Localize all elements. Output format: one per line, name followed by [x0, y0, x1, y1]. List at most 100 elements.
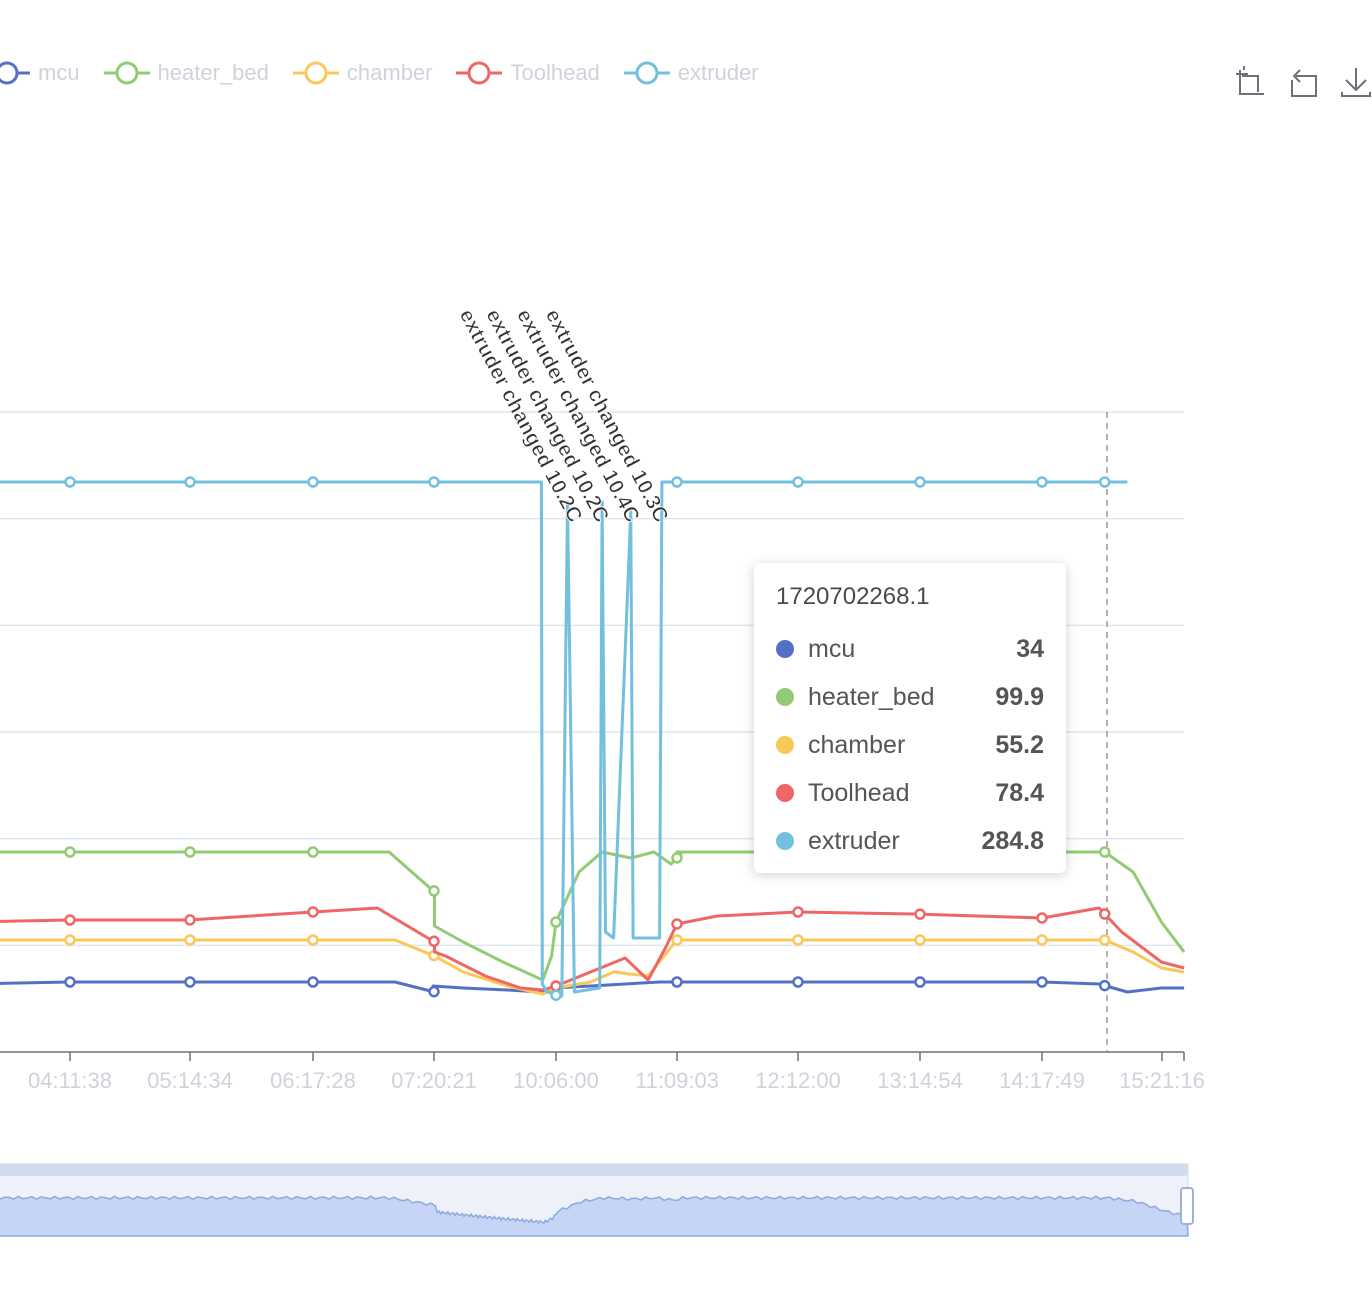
data-point	[184, 476, 196, 488]
data-point	[64, 846, 76, 858]
data-point	[914, 934, 926, 946]
series-color-dot	[776, 784, 794, 802]
x-tick-label: 15:21:16	[1119, 1068, 1205, 1093]
legend-label: Toolhead	[510, 60, 600, 85]
zoom-move-handle[interactable]	[0, 1164, 1188, 1176]
download-icon[interactable]	[1340, 66, 1372, 98]
data-point	[1098, 476, 1111, 488]
series-line	[0, 938, 1185, 996]
data-point	[64, 914, 76, 926]
data-point	[64, 976, 76, 988]
data-point	[64, 476, 76, 488]
data-point	[792, 976, 804, 988]
series-toolhead	[0, 906, 1185, 992]
data-point	[64, 934, 76, 946]
data-point	[671, 976, 683, 988]
grid-lines	[0, 411, 1184, 947]
legend-item-heater_bed[interactable]: heater_bed	[102, 58, 269, 88]
legend-line-icon	[456, 61, 503, 85]
legend-line-icon	[623, 61, 670, 85]
data-point	[671, 476, 683, 488]
zoom-reset-icon[interactable]	[1288, 66, 1320, 98]
x-axis: 04:11:38 05:14:34 06:17:28 07:20:21 10:06:00…	[0, 412, 1205, 1093]
data-point	[307, 476, 319, 488]
toolbox	[1236, 66, 1372, 98]
legend-line-icon	[292, 61, 339, 85]
tooltip-row: chamber 55.2	[776, 721, 1044, 769]
data-point	[307, 906, 319, 918]
legend-item-mcu[interactable]: mcu	[0, 58, 80, 88]
data-point	[184, 914, 196, 926]
data-zoom-slider[interactable]	[0, 1163, 1194, 1237]
tooltip-title: 1720702268.1	[776, 583, 930, 610]
data-point	[307, 846, 319, 858]
x-tick-label: 11:09:03	[635, 1068, 719, 1093]
legend-item-toolhead[interactable]: Toolhead	[454, 58, 600, 88]
legend-line-icon	[0, 61, 30, 85]
data-point	[1036, 476, 1048, 488]
data-point	[550, 916, 562, 928]
data-point	[914, 476, 926, 488]
data-point	[792, 906, 804, 918]
legend-label: extruder	[677, 60, 759, 85]
data-point	[550, 989, 562, 1001]
legend: mcu heater_bed chamber Toolhead extruder	[0, 58, 781, 88]
data-point	[914, 976, 926, 988]
x-tick-label: 07:20:21	[391, 1068, 477, 1093]
data-point	[1098, 979, 1111, 992]
tooltip-series-name: Toolhead	[808, 778, 910, 807]
tooltip-row: heater_bed 99.9	[776, 673, 1044, 721]
data-point	[1098, 908, 1111, 920]
tooltip-row: Toolhead 78.4	[776, 769, 1044, 817]
tooltip-series-value: 284.8	[981, 826, 1044, 855]
zoom-preview-area	[0, 1195, 1189, 1237]
tooltip-series-name: extruder	[808, 826, 900, 855]
data-point	[307, 976, 319, 988]
series-line	[0, 980, 1185, 994]
data-point	[1098, 934, 1111, 946]
x-tick-label: 12:12:00	[755, 1068, 841, 1093]
x-tick-label: 14:17:49	[999, 1068, 1085, 1093]
legend-item-extruder[interactable]: extruder	[622, 58, 759, 88]
legend-item-chamber[interactable]: chamber	[291, 58, 432, 88]
data-point	[671, 918, 683, 930]
tooltip-series-value: 34	[1016, 634, 1044, 663]
x-tick-label: 05:14:34	[147, 1068, 233, 1093]
zoom-handle-right[interactable]	[1180, 1187, 1194, 1225]
series-color-dot	[776, 640, 794, 658]
legend-line-icon	[103, 61, 150, 85]
zoom-icon[interactable]	[1236, 66, 1268, 98]
series-color-dot	[776, 832, 794, 850]
tooltip-series-value: 55.2	[995, 730, 1044, 759]
tooltip-series-name: chamber	[808, 730, 906, 759]
series-color-dot	[776, 736, 794, 754]
data-point	[428, 476, 440, 488]
data-point	[792, 934, 804, 946]
data-point	[428, 985, 440, 998]
series-line	[0, 906, 1185, 992]
data-point	[184, 934, 196, 946]
legend-label: heater_bed	[157, 60, 269, 85]
data-point	[428, 935, 440, 948]
data-point	[550, 980, 562, 992]
series-lines	[0, 476, 1186, 1001]
data-point	[792, 476, 804, 488]
data-point	[184, 976, 196, 988]
series-mcu	[0, 976, 1185, 998]
data-point	[1098, 846, 1111, 858]
data-point	[671, 852, 683, 864]
x-tick-label: 10:06:00	[513, 1068, 599, 1093]
x-tick-label: 06:17:28	[270, 1068, 356, 1093]
data-point	[307, 934, 319, 946]
tooltip-series-name: heater_bed	[808, 682, 935, 711]
data-point	[914, 908, 926, 920]
tooltip-row: extruder 284.8	[776, 817, 1044, 865]
tooltip-series-value: 78.4	[995, 778, 1044, 807]
legend-label: mcu	[38, 60, 80, 85]
tooltip: 1720702268.1 mcu 34 heater_bed 99.9 chamber 5…	[754, 563, 1066, 873]
data-point	[184, 846, 196, 858]
tooltip-series-name: mcu	[808, 634, 856, 663]
tooltip-row: mcu 34	[776, 625, 1044, 673]
